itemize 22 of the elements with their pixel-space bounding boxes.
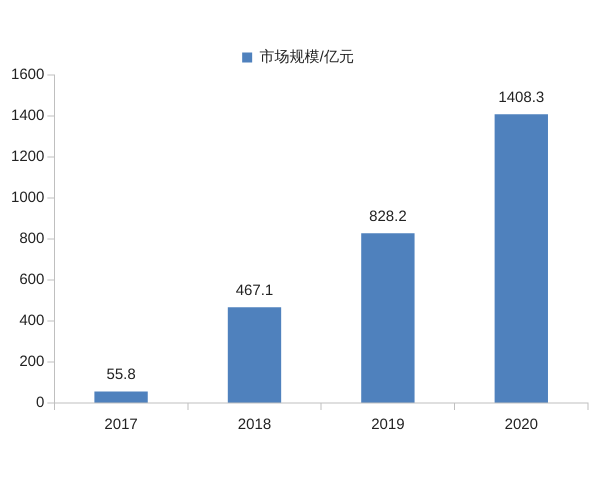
y-tick-label: 200 xyxy=(19,353,44,370)
y-tick-label: 1600 xyxy=(10,66,44,84)
bar xyxy=(494,114,548,402)
y-tick-label: 1000 xyxy=(10,189,44,206)
y-tick-label: 0 xyxy=(36,394,44,412)
data-label: 467.1 xyxy=(236,282,274,299)
y-tick-label: 800 xyxy=(19,230,44,248)
x-tick-label: 2019 xyxy=(371,416,405,434)
data-label: 55.8 xyxy=(106,366,136,384)
y-tick-label: 1400 xyxy=(10,107,44,124)
bar xyxy=(94,392,148,402)
legend-label: 市场规模/亿元 xyxy=(260,48,354,66)
bar xyxy=(228,307,282,402)
y-tick-label: 1200 xyxy=(10,148,44,166)
x-tick-label: 2020 xyxy=(504,416,538,434)
bar xyxy=(361,233,415,402)
data-label: 828.2 xyxy=(369,208,407,225)
x-tick-label: 2017 xyxy=(104,416,138,434)
y-tick-label: 400 xyxy=(19,312,44,330)
data-label: 1408.3 xyxy=(498,88,544,106)
y-tick-label: 600 xyxy=(19,271,44,288)
x-tick-label: 2018 xyxy=(238,416,272,434)
